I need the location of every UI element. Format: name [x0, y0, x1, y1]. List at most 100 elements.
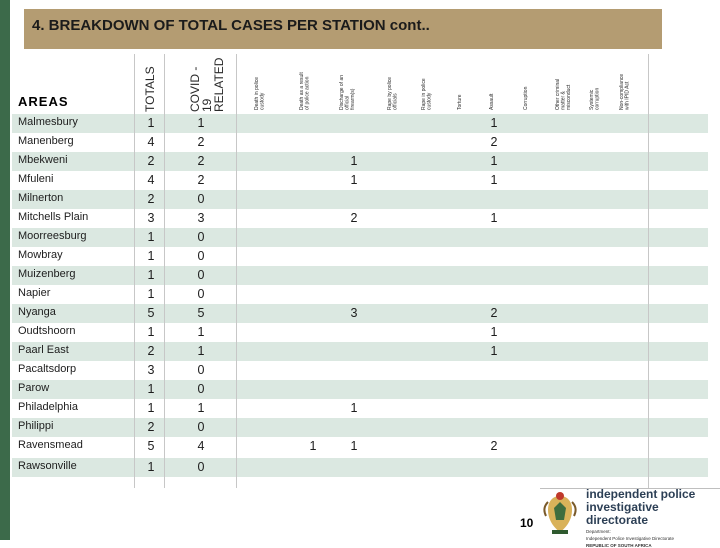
totals-cell: 3 [147, 363, 155, 377]
station-name: Pacaltsdorp [18, 363, 77, 375]
totals-cell: 2 [147, 344, 155, 358]
totals-cell: 1 [147, 268, 155, 282]
table-row: Muizenberg 1 0 [12, 266, 708, 285]
column-divider [648, 54, 649, 488]
table-row: Ravensmead 5 4 1 1 2 [12, 437, 708, 458]
discharge-cell: 1 [350, 173, 358, 187]
column-header-8: Other criminal matter & misconduct [555, 78, 572, 110]
org-name-line2: investigative directorate [586, 500, 659, 527]
table-row: Philadelphia 1 1 1 [12, 399, 708, 418]
station-name: Moorreesburg [18, 230, 87, 242]
table-row: Rawsonville 1 0 [12, 458, 708, 477]
table-row: Milnerton 2 0 [12, 190, 708, 209]
assault-cell: 1 [490, 211, 498, 225]
column-header-7: Corruption [523, 86, 529, 110]
organization-name: independent police investigative directo… [586, 488, 716, 548]
column-header-6: Assault [489, 93, 495, 110]
station-name: Mowbray [18, 249, 63, 261]
discharge-cell: 1 [350, 439, 358, 453]
column-header-4: Rape in police custody [421, 78, 433, 110]
column-header-0: Death in police custody [254, 76, 266, 110]
table-row: Mowbray 1 0 [12, 247, 708, 266]
covid-cell: 1 [197, 344, 205, 358]
column-divider [236, 54, 237, 488]
station-name: Oudtshoorn [18, 325, 76, 337]
assault-cell: 1 [490, 116, 498, 130]
station-name: Ravensmead [18, 439, 83, 451]
station-name: Mbekweni [18, 154, 68, 166]
station-name: Mitchells Plain [18, 211, 89, 223]
totals-cell: 1 [147, 287, 155, 301]
table-row: Parow 1 0 [12, 380, 708, 399]
station-name: Parow [18, 382, 50, 394]
totals-cell: 1 [147, 230, 155, 244]
footer-divider [540, 488, 720, 489]
station-name: Napier [18, 287, 51, 299]
table-header [12, 54, 720, 112]
page-title: 4. BREAKDOWN OF TOTAL CASES PER STATION … [24, 9, 662, 49]
column-header-2: Discharge of an official firearm(s) [339, 74, 356, 110]
totals-cell: 4 [147, 173, 155, 187]
covid-cell: 2 [197, 173, 205, 187]
totals-column-header: TOTALS [143, 66, 157, 112]
table-row: Manenberg 4 2 2 [12, 133, 708, 152]
table-row: Napier 1 0 [12, 285, 708, 304]
table-row: Mbekweni 2 2 1 1 [12, 152, 708, 171]
station-name: Rawsonville [18, 460, 77, 472]
totals-cell: 1 [147, 382, 155, 396]
assault-cell: 2 [490, 306, 498, 320]
column-header-1: Death as a result of police action [299, 72, 311, 110]
covid-cell: 0 [197, 268, 205, 282]
covid-cell: 0 [197, 363, 205, 377]
discharge-cell: 1 [350, 154, 358, 168]
covid-cell: 0 [197, 287, 205, 301]
totals-cell: 1 [147, 460, 155, 474]
assault-cell: 2 [490, 439, 498, 453]
station-name: Milnerton [18, 192, 64, 204]
covid-cell: 5 [197, 306, 205, 320]
assault-cell: 1 [490, 344, 498, 358]
table-row: Malmesbury 1 1 1 [12, 114, 708, 133]
covid-cell: 1 [197, 401, 205, 415]
left-accent-strip [0, 0, 10, 540]
covid-column-header: COVID - 19 RELATED [188, 57, 226, 112]
column-header-10: Non-compliance with IPID Act [619, 73, 631, 110]
discharge-cell: 2 [350, 211, 358, 225]
covid-cell: 1 [197, 325, 205, 339]
table-row: Mfuleni 4 2 1 1 [12, 171, 708, 190]
station-name: Muizenberg [18, 268, 76, 280]
totals-cell: 1 [147, 325, 155, 339]
totals-cell: 2 [147, 192, 155, 206]
covid-cell: 0 [197, 192, 205, 206]
covid-cell: 4 [197, 439, 205, 453]
table-row: Oudtshoorn 1 1 1 [12, 323, 708, 342]
totals-cell: 5 [147, 439, 155, 453]
assault-cell: 2 [490, 135, 498, 149]
table-row: Nyanga 5 5 3 2 [12, 304, 708, 323]
station-name: Manenberg [18, 135, 74, 147]
covid-cell: 3 [197, 211, 205, 225]
covid-cell: 2 [197, 135, 205, 149]
assault-cell: 1 [490, 325, 498, 339]
totals-cell: 2 [147, 154, 155, 168]
org-subline-3: REPUBLIC OF SOUTH AFRICA [586, 543, 652, 548]
assault-cell: 1 [490, 173, 498, 187]
covid-cell: 0 [197, 420, 205, 434]
covid-cell: 2 [197, 154, 205, 168]
column-header-3: Rape by police officials [387, 76, 399, 110]
totals-cell: 4 [147, 135, 155, 149]
table-row: Pacaltsdorp 3 0 [12, 361, 708, 380]
org-subline-2: Independent Police Investigative Directo… [586, 536, 675, 541]
totals-cell: 1 [147, 249, 155, 263]
station-name: Paarl East [18, 344, 69, 356]
column-header-5: Torture [457, 94, 463, 110]
covid-cell: 0 [197, 382, 205, 396]
org-subline-1: Department: [586, 529, 611, 534]
totals-cell: 1 [147, 116, 155, 130]
column-header-9: Systemic corruption [589, 87, 601, 110]
station-name: Philadelphia [18, 401, 78, 413]
death-action-cell: 1 [309, 439, 317, 453]
areas-column-header: AREAS [18, 94, 69, 109]
totals-cell: 2 [147, 420, 155, 434]
org-name-line1: independent police [586, 487, 696, 501]
